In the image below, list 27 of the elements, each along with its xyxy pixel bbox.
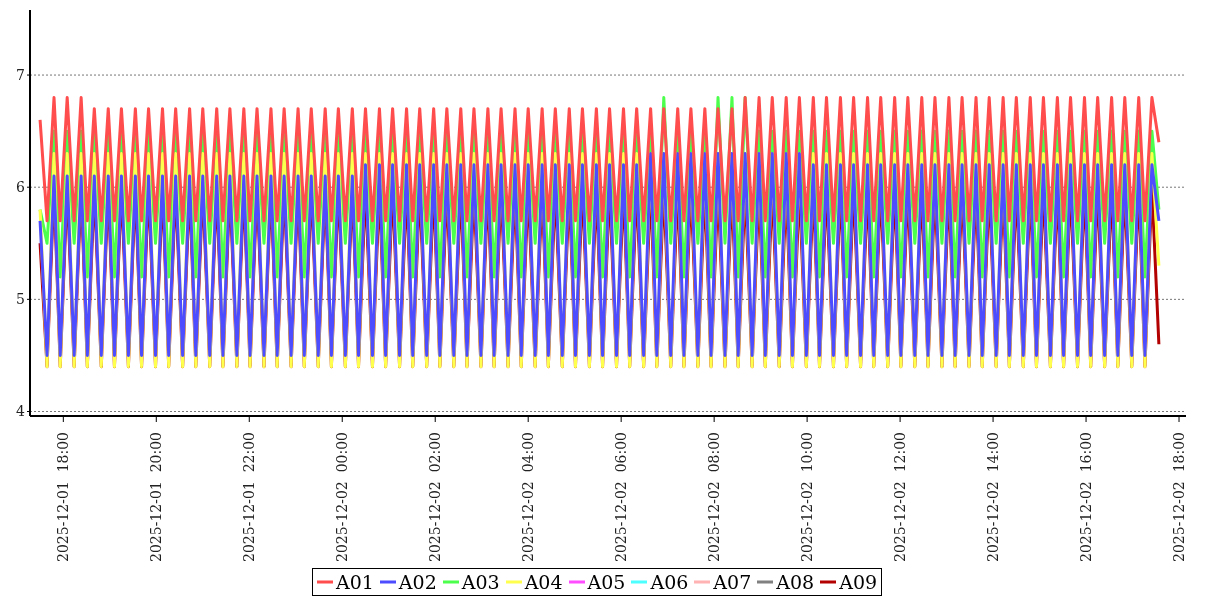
legend-label: A07: [712, 571, 752, 593]
x-tick-label: 2025-12-02 08:00: [706, 432, 723, 562]
legend-label: A01: [334, 571, 374, 593]
x-tick-label: 2025-12-02 00:00: [334, 432, 351, 562]
y-tick-label: 6: [16, 179, 26, 196]
y-tick-label: 7: [16, 67, 25, 84]
legend-label: A09: [838, 571, 878, 593]
x-tick-label: 2025-12-01 22:00: [241, 432, 258, 562]
y-tick-label: 4: [16, 403, 26, 420]
line-series: [38, 95, 1161, 223]
x-tick-label: 2025-12-02 12:00: [892, 432, 909, 562]
x-tick-label: 2025-12-02 04:00: [520, 432, 537, 562]
x-tick-label: 2025-12-02 06:00: [613, 432, 630, 562]
legend-label: A02: [397, 571, 437, 593]
legend-label: A05: [586, 571, 626, 593]
x-tick-label: 2025-12-02 14:00: [985, 432, 1002, 562]
x-tick-label: 2025-12-02 02:00: [427, 432, 444, 562]
legend-label: A06: [649, 571, 689, 593]
x-tick-label: 2025-12-01 20:00: [148, 432, 165, 562]
x-tick-label: 2025-12-01 18:00: [55, 432, 72, 562]
x-tick-label: 2025-12-02 16:00: [1078, 432, 1095, 562]
y-tick-label: 5: [16, 291, 25, 308]
legend-label: A08: [775, 571, 815, 593]
legend-label: A03: [460, 571, 500, 593]
legend-label: A04: [523, 571, 563, 593]
x-tick-label: 2025-12-02 10:00: [799, 432, 816, 562]
x-tick-label: 2025-12-02 18:00: [1171, 432, 1188, 562]
